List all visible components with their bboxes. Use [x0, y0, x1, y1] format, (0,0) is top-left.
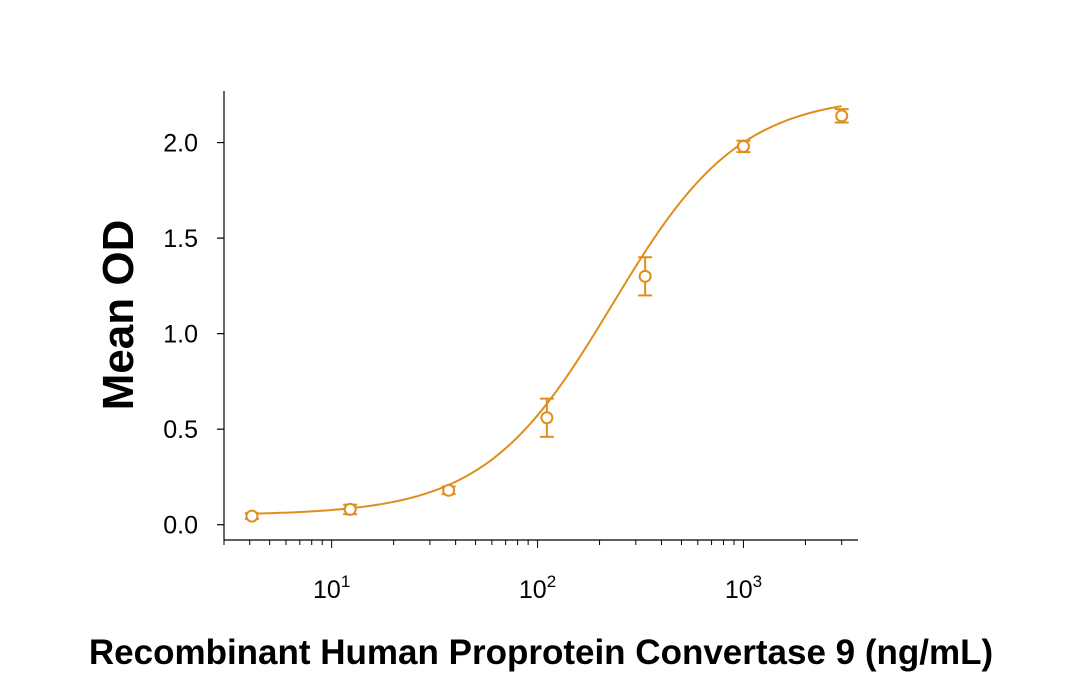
data-marker	[835, 109, 849, 123]
y-axis-label: Mean OD	[94, 220, 143, 411]
data-point	[834, 108, 849, 124]
y-tick-label: 1.0	[163, 321, 198, 349]
x-ticks: 101 102 103	[223, 540, 843, 604]
x-tick-label: 103	[725, 572, 762, 604]
data-point	[638, 256, 653, 297]
data-point	[539, 397, 554, 438]
data-marker	[540, 411, 554, 425]
y-tick-label: 0.5	[163, 416, 198, 444]
y-tick-label: 2.0	[163, 130, 198, 158]
data-point	[343, 502, 358, 516]
y-ticks: 0.0 0.5 1.0 1.5 2.0	[163, 130, 224, 540]
fit-curve	[251, 105, 842, 515]
data-points	[244, 108, 849, 523]
data-marker	[343, 502, 357, 516]
data-marker	[245, 509, 259, 523]
data-point	[736, 139, 751, 154]
y-axis: 0.0 0.5 1.0 1.5 2.0	[163, 91, 225, 540]
data-marker	[442, 483, 456, 497]
data-point	[441, 483, 456, 497]
x-axis-label: Recombinant Human Proprotein Convertase …	[89, 633, 993, 672]
y-tick-label: 1.5	[163, 225, 198, 253]
x-axis: 101 102 103	[223, 539, 858, 604]
y-tick-label: 0.0	[163, 512, 198, 540]
data-marker	[638, 269, 652, 283]
data-point	[244, 509, 259, 523]
x-tick-label: 102	[519, 572, 556, 604]
data-marker	[736, 139, 750, 153]
x-tick-label: 101	[313, 572, 350, 604]
